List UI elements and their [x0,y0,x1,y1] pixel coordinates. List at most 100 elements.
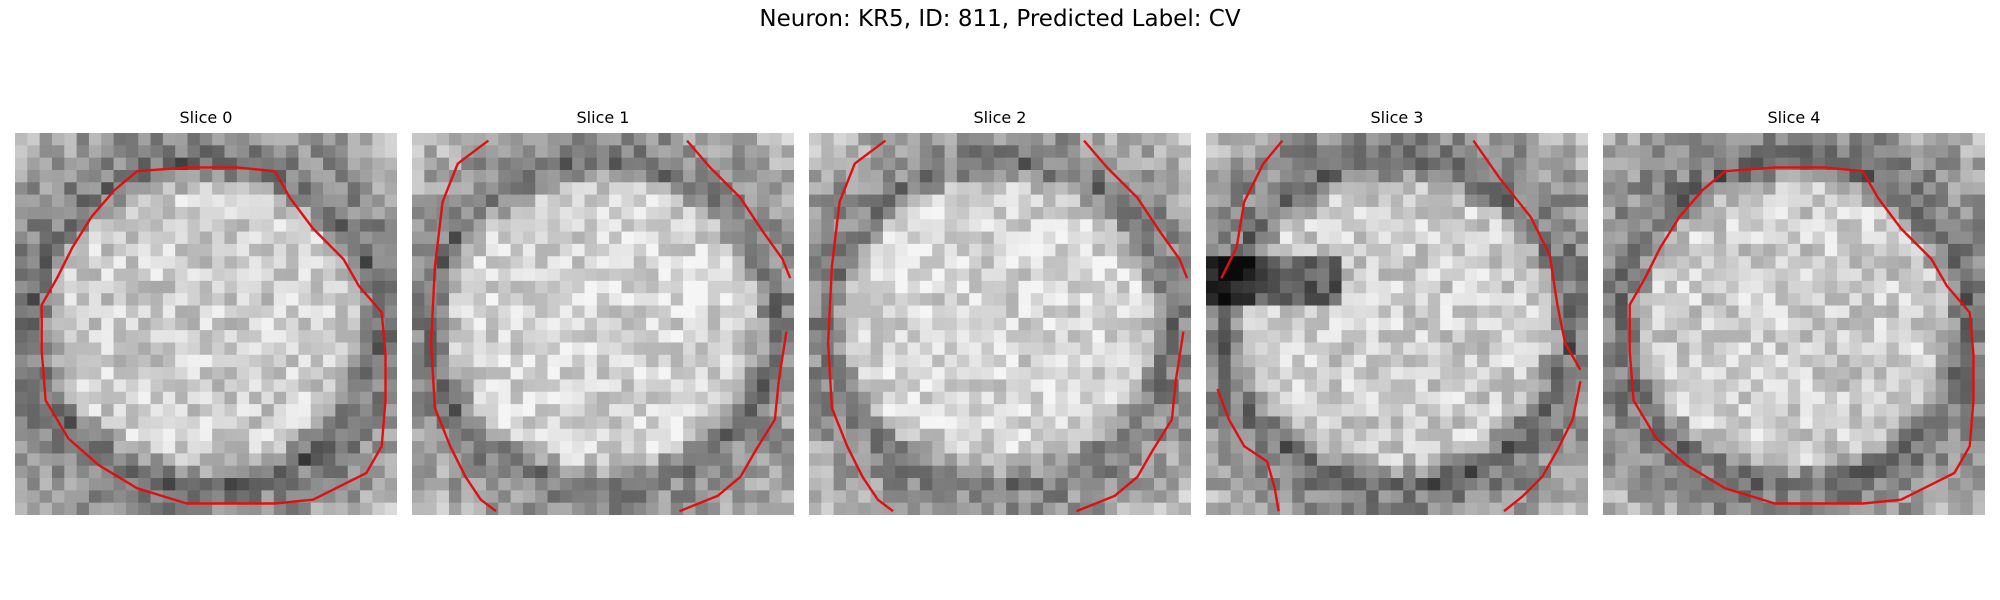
pixel [510,219,524,232]
pixel [1763,354,1776,368]
pixel [1526,280,1540,294]
pixel [1689,404,1702,417]
pixel [224,441,238,454]
pixel [535,280,548,294]
pixel [1006,354,1019,368]
pixel [1514,478,1527,491]
pixel [1652,182,1666,196]
pixel [1501,428,1515,442]
pixel [1538,416,1552,430]
pixel [621,182,635,196]
pixel [720,305,733,319]
pixel [932,219,945,232]
pixel [1676,305,1690,319]
pixel [1316,330,1330,343]
pixel [273,317,287,331]
pixel [236,133,250,146]
pixel [609,490,622,504]
pixel [51,293,65,306]
pixel [670,416,684,430]
pixel [981,416,995,430]
pixel [162,453,176,467]
pixel [138,330,151,343]
pixel [547,169,561,183]
pixel [298,280,312,294]
pixel [1141,268,1155,282]
pixel [882,280,896,294]
pixel [101,293,114,306]
pixel [39,416,53,430]
pixel [1255,342,1269,356]
pixel [27,502,41,515]
pixel [1440,243,1453,257]
pixel [1292,416,1305,430]
pixel [535,133,548,146]
pixel [1489,465,1503,479]
pixel [695,354,709,368]
pixel [1861,194,1875,208]
pixel [424,182,438,196]
pixel [1166,219,1180,232]
pixel [845,367,859,380]
pixel [1304,416,1318,430]
pixel [1166,231,1180,245]
pixel [298,305,312,319]
pixel [113,157,127,171]
slice-image-0 [15,133,397,515]
pixel [199,465,213,479]
pixel [360,169,373,183]
pixel [1800,441,1813,454]
pixel [858,502,872,515]
pixel [1255,404,1269,417]
pixel [1849,404,1863,417]
pixel [732,280,746,294]
pixel [1378,379,1392,393]
pixel [461,280,475,294]
pixel [138,145,151,159]
pixel [1713,490,1727,504]
pixel [1738,256,1752,269]
pixel [1738,157,1752,171]
pixel [809,243,822,257]
pixel [1812,231,1826,245]
pixel [535,305,548,319]
pixel [769,465,783,479]
pixel [1341,441,1355,454]
pixel [1304,182,1318,196]
pixel [1603,441,1616,454]
pixel [27,317,41,331]
pixel [1366,182,1379,196]
pixel [981,145,995,159]
pixel [646,280,659,294]
pixel [1563,379,1577,393]
pixel [1603,330,1616,343]
pixel [870,379,884,393]
pixel [1676,145,1690,159]
pixel [870,502,884,515]
pixel [1812,428,1826,442]
pixel [1341,428,1355,442]
pixel [187,354,201,368]
pixel [1117,416,1130,430]
pixel [1006,317,1019,331]
pixel [1615,342,1629,356]
pixel [1353,428,1367,442]
pixel [1750,182,1764,196]
pixel [858,133,872,146]
pixel [720,145,733,159]
pixel [1427,317,1441,331]
pixel [236,268,250,282]
pixel [88,169,102,183]
pixel [27,194,41,208]
pixel [485,305,499,319]
pixel [436,256,450,269]
pixel [162,342,176,356]
pixel [113,133,127,146]
pixel [993,182,1007,196]
pixel [744,231,758,245]
pixel [1501,280,1515,294]
pixel [1166,453,1180,467]
pixel [919,317,933,331]
pixel [347,416,361,430]
pixel [833,305,847,319]
